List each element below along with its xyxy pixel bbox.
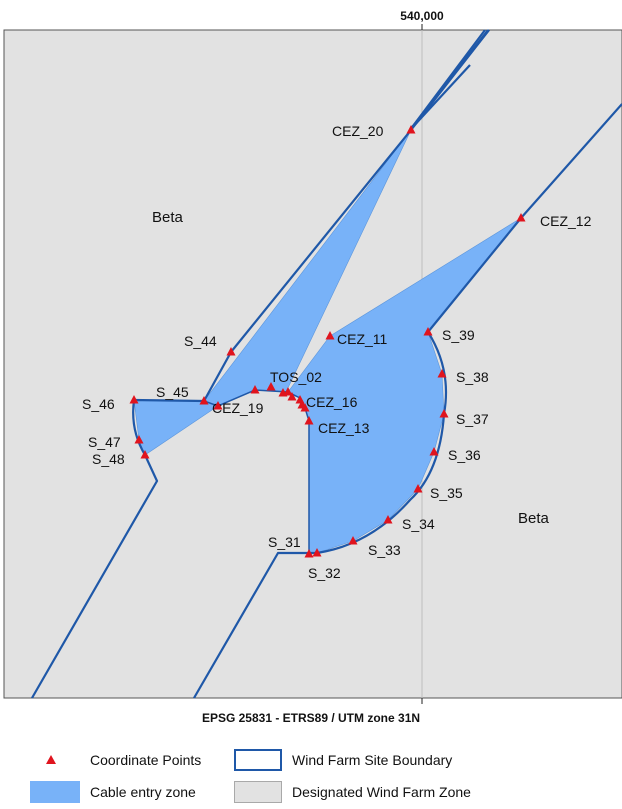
coordinate-points-layer: CEZ_20 CEZ_12 CEZ_11 S_39 S_38 S_37 S_36 S_35 S_… — [82, 123, 592, 581]
point-label: S_36 — [448, 447, 481, 463]
coordinate-point-marker — [199, 396, 209, 405]
coordinate-point-marker — [250, 385, 260, 394]
map-legend: Coordinate Points Cable entry zone Wind … — [10, 748, 610, 806]
point-label: CEZ_12 — [540, 213, 592, 229]
point-label: S_35 — [430, 485, 463, 501]
boundary-swatch — [234, 749, 282, 771]
point-label: S_33 — [368, 542, 401, 558]
zone-label-beta-west: Beta — [152, 209, 184, 226]
point-label: S_32 — [308, 565, 341, 581]
point-label: CEZ_13 — [318, 420, 370, 436]
coordinate-point-marker — [348, 536, 358, 545]
point-label: TOS_02 — [270, 369, 322, 385]
triangle-icon — [30, 750, 80, 770]
coordinate-point-marker — [325, 331, 335, 340]
coordinate-point-marker — [516, 213, 526, 222]
coordinate-point-marker — [437, 369, 447, 378]
coordinate-point-marker — [129, 395, 139, 404]
point-label: S_39 — [442, 327, 475, 343]
coordinate-point-marker — [140, 450, 150, 459]
point-label: CEZ_20 — [332, 123, 384, 139]
coordinate-point-marker — [300, 403, 310, 412]
legend-label-site-boundary: Wind Farm Site Boundary — [292, 752, 453, 768]
coordinate-point-marker — [423, 327, 433, 336]
legend-coordinate-points: Coordinate Points — [30, 748, 201, 772]
point-label: S_47 — [88, 434, 121, 450]
point-label: CEZ_11 — [337, 331, 388, 347]
point-label: S_45 — [156, 384, 189, 400]
coordinate-point-marker — [429, 447, 439, 456]
point-label: S_38 — [456, 369, 489, 385]
point-label: CEZ_16 — [306, 394, 358, 410]
coordinate-point-marker — [439, 409, 449, 418]
point-label: CEZ_19 — [212, 400, 264, 416]
crs-label: EPSG 25831 - ETRS89 / UTM zone 31N — [202, 711, 420, 725]
legend-site-boundary: Wind Farm Site Boundary — [234, 748, 452, 772]
point-label: S_46 — [82, 396, 115, 412]
boundary-arm-north — [409, 64, 471, 131]
legend-label-coordinate-points: Coordinate Points — [90, 752, 202, 768]
point-label: S_31 — [268, 534, 301, 550]
coordinate-point-marker — [383, 515, 393, 524]
point-label: S_44 — [184, 333, 217, 349]
coordinate-point-marker — [304, 416, 314, 425]
coordinate-point-marker — [406, 125, 416, 134]
point-label: S_37 — [456, 411, 489, 427]
coordinate-point-marker — [413, 484, 423, 493]
point-label: S_34 — [402, 516, 435, 532]
cable-zone-swatch — [30, 781, 80, 803]
designated-zone-swatch — [234, 781, 282, 803]
coordinate-point-marker — [226, 347, 236, 356]
grid-tick-label: 540,000 — [400, 9, 444, 23]
point-label: S_48 — [92, 451, 125, 467]
legend-label-cable-entry-zone: Cable entry zone — [90, 784, 196, 800]
legend-label-designated-zone: Designated Wind Farm Zone — [292, 784, 471, 800]
zone-label-beta-east: Beta — [518, 510, 550, 527]
coordinate-point-marker — [213, 401, 223, 410]
coordinate-point-marker — [312, 548, 322, 557]
coordinate-point-marker — [134, 435, 144, 444]
coordinate-point-marker — [283, 387, 293, 396]
coordinate-point-marker — [287, 392, 297, 401]
legend-designated-zone: Designated Wind Farm Zone — [234, 780, 471, 804]
coordinate-point-marker — [304, 549, 314, 558]
legend-cable-entry-zone: Cable entry zone — [30, 780, 196, 804]
coordinate-point-marker — [266, 382, 276, 391]
